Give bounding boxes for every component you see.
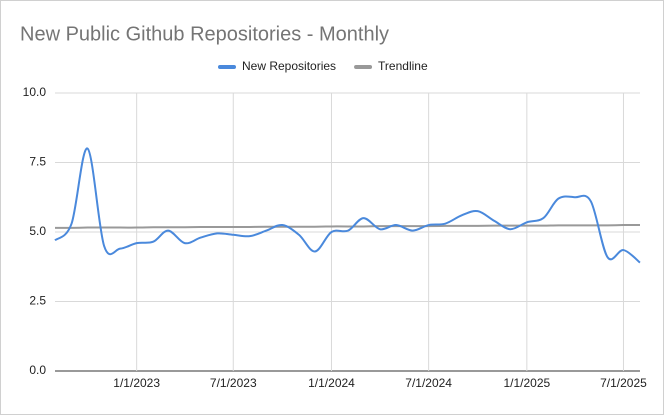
legend-label: New Repositories [242,59,336,73]
x-tick-label: 1/1/2023 [113,376,160,390]
x-tick-label: 7/1/2025 [600,376,647,390]
y-tick-label: 7.5 [29,155,46,169]
x-tick-label: 1/1/2025 [503,376,550,390]
legend-label: Trendline [378,59,428,73]
y-tick-label: 2.5 [29,294,46,308]
y-tick-label: 10.0 [23,85,47,99]
series-line [54,224,641,229]
series-line [54,147,641,264]
x-tick-label: 7/1/2024 [405,376,452,390]
y-tick-label: 0.0 [29,363,46,377]
y-tick-label: 5.0 [29,224,46,238]
chart-title: New Public Github Repositories - Monthly [20,23,389,45]
x-tick-label: 7/1/2023 [210,376,257,390]
x-tick-label: 1/1/2024 [308,376,355,390]
